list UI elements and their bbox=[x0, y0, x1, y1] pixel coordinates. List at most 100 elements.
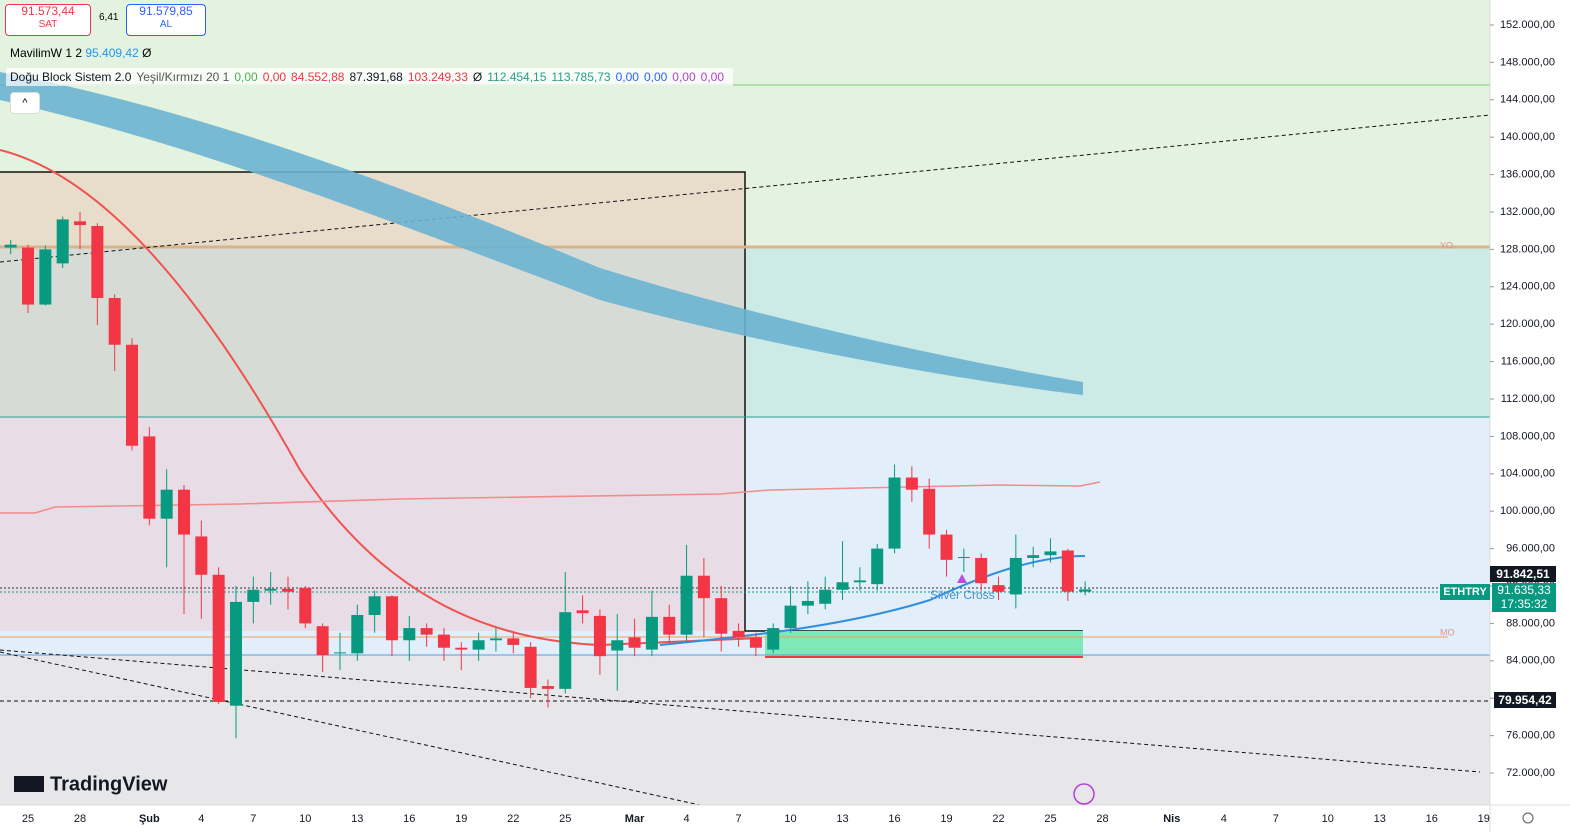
y-tick-label: 132.000,00 bbox=[1500, 206, 1555, 218]
x-tick-label: Nis bbox=[1163, 813, 1180, 825]
indicator-name: MavilimW 1 2 bbox=[10, 46, 83, 60]
symbol-label: ETHTRY bbox=[1440, 584, 1490, 600]
candle-body bbox=[940, 534, 953, 560]
candle-body bbox=[784, 605, 797, 629]
candle-body bbox=[923, 488, 936, 535]
y-tick-label: 88.000,00 bbox=[1506, 617, 1555, 629]
x-tick-label: 28 bbox=[1096, 813, 1108, 825]
indicator-value: Ø bbox=[472, 70, 483, 84]
y-tick-label: 76.000,00 bbox=[1506, 730, 1555, 742]
candle-body bbox=[1079, 589, 1092, 592]
y-tick-label: 116.000,00 bbox=[1501, 355, 1555, 367]
candle-body bbox=[611, 640, 624, 651]
buy-label: AL bbox=[159, 19, 173, 30]
last-price: 91.635,33 bbox=[1497, 583, 1551, 597]
candle-body bbox=[663, 616, 676, 635]
candle-body bbox=[108, 298, 121, 345]
y-tick-label: 148.000,00 bbox=[1500, 56, 1555, 68]
candle-body bbox=[437, 634, 450, 648]
candle-body bbox=[732, 630, 745, 638]
candle-body bbox=[767, 628, 780, 650]
candle-body bbox=[1044, 551, 1057, 556]
candle-body bbox=[1027, 555, 1040, 558]
x-tick-label: 10 bbox=[299, 813, 311, 825]
candle-body bbox=[853, 580, 866, 583]
x-tick-label: 16 bbox=[888, 813, 900, 825]
candle-body bbox=[1009, 557, 1022, 595]
signal-marker bbox=[957, 574, 967, 583]
candle-body bbox=[385, 596, 398, 641]
indicator-value: Ø bbox=[142, 46, 152, 60]
indicator-value: 112.454,15 bbox=[487, 70, 547, 84]
x-tick-label: 25 bbox=[1044, 813, 1056, 825]
y-tick-label: 72.000,00 bbox=[1506, 767, 1555, 779]
x-tick-label: 4 bbox=[1221, 813, 1227, 825]
indicator-value: 95.409,42 bbox=[85, 46, 139, 60]
x-tick-label: 13 bbox=[1374, 813, 1386, 825]
x-tick-label: 16 bbox=[1426, 813, 1438, 825]
candle-body bbox=[645, 616, 658, 650]
x-tick-label: 25 bbox=[559, 813, 571, 825]
x-tick-label: 19 bbox=[940, 813, 952, 825]
spread: 6,41 bbox=[99, 12, 119, 23]
indicator-legend: MavilimW 1 2 95.409,42 Ø bbox=[10, 46, 151, 60]
candle-body bbox=[715, 598, 728, 634]
indicator-value: 0,00 bbox=[615, 70, 639, 84]
candle-body bbox=[143, 436, 156, 519]
x-tick-label: 10 bbox=[1322, 813, 1334, 825]
indicator-value: 87.391,68 bbox=[349, 70, 403, 84]
candle-body bbox=[576, 610, 589, 614]
ribbon bbox=[0, 72, 1083, 395]
x-tick-label: 28 bbox=[74, 813, 86, 825]
candle-body bbox=[126, 344, 139, 446]
box-low bbox=[0, 417, 745, 631]
candle-body bbox=[178, 489, 190, 535]
buy-price: 91.579,85 bbox=[139, 4, 193, 18]
candle-body bbox=[455, 647, 468, 650]
x-tick-label: 7 bbox=[250, 813, 256, 825]
x-tick-label: 13 bbox=[836, 813, 848, 825]
indicator-value: 113.785,73 bbox=[551, 70, 611, 84]
sell-label: SAT bbox=[38, 19, 58, 30]
x-tick-label: 7 bbox=[735, 813, 741, 825]
candle-body bbox=[91, 226, 104, 299]
x-tick-label: 19 bbox=[1478, 813, 1490, 825]
buy-button[interactable]: 91.579,85 AL bbox=[126, 4, 206, 36]
candle-body bbox=[680, 575, 693, 635]
y-tick-label: 108.000,00 bbox=[1500, 430, 1555, 442]
annotation: YO bbox=[1440, 240, 1453, 250]
candle-body bbox=[281, 588, 294, 592]
icon[interactable] bbox=[1073, 783, 1095, 805]
y-tick-label: 128.000,00 bbox=[1500, 243, 1555, 255]
green-box bbox=[765, 631, 1083, 657]
candle-body bbox=[905, 477, 918, 490]
candle-body bbox=[195, 536, 208, 575]
candle-body bbox=[1061, 550, 1074, 592]
candle-body bbox=[420, 628, 433, 635]
sell-button[interactable]: 91.573,44 SAT bbox=[5, 4, 91, 36]
indicator-legend: Doğu Block Sistem 2.0 Yeşil/Kırmızı 20 1 0… bbox=[6, 68, 734, 86]
logo: TradingView bbox=[14, 773, 168, 795]
candle-body bbox=[559, 612, 572, 689]
candle-body bbox=[524, 646, 537, 688]
price-label: 79.954,42 bbox=[1494, 692, 1556, 708]
y-tick-label: 120.000,00 bbox=[1500, 318, 1555, 330]
settings-icon[interactable] bbox=[1522, 812, 1534, 824]
candle-body bbox=[56, 219, 69, 264]
x-tick-label: 10 bbox=[784, 813, 796, 825]
candle-body bbox=[957, 557, 970, 559]
zone-grey bbox=[0, 655, 1490, 805]
indicator-value: 0,00 bbox=[262, 70, 287, 84]
trend-line bbox=[0, 649, 1481, 773]
y-tick-label: 104.000,00 bbox=[1500, 468, 1555, 480]
candle-body bbox=[541, 686, 554, 689]
x-tick-label: 16 bbox=[403, 813, 415, 825]
candle-body bbox=[212, 574, 225, 702]
candle-body bbox=[697, 575, 710, 599]
candle-body bbox=[489, 638, 502, 641]
x-tick-label: 22 bbox=[507, 813, 519, 825]
collapse-button[interactable]: ^ bbox=[10, 92, 40, 114]
candle-body bbox=[368, 596, 381, 615]
x-tick-label: 19 bbox=[455, 813, 467, 825]
